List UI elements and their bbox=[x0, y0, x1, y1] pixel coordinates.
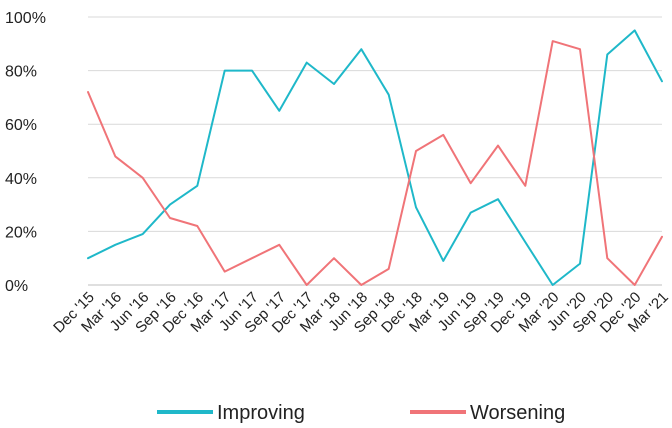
series-line-improving bbox=[87, 29, 663, 286]
legend-label-worsening: Worsening bbox=[470, 402, 565, 424]
y-tick-label: 40% bbox=[5, 171, 37, 188]
legend-label-improving: Improving bbox=[217, 402, 305, 424]
series-line-worsening bbox=[87, 40, 663, 286]
y-axis: 0% 20% 40% 60% 80% 100% bbox=[5, 10, 46, 295]
series-lines bbox=[87, 29, 663, 286]
gridlines bbox=[88, 16, 662, 286]
y-tick-label: 0% bbox=[5, 278, 28, 295]
legend: Improving Worsening bbox=[157, 402, 565, 424]
y-tick-label: 60% bbox=[5, 117, 37, 134]
y-tick-label: 100% bbox=[5, 10, 46, 27]
y-tick-label: 20% bbox=[5, 224, 37, 241]
y-tick-label: 80% bbox=[5, 64, 37, 81]
